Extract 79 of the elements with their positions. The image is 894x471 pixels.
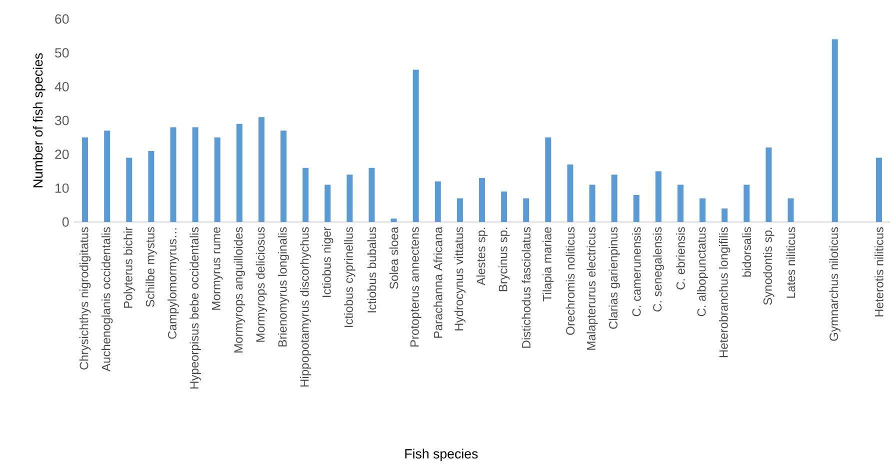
x-tick-label: Malapterurus electricus bbox=[586, 227, 598, 350]
x-tick-label: Solea sloea bbox=[389, 226, 398, 289]
x-tick-label: C. ebriensis bbox=[676, 227, 685, 290]
bar bbox=[82, 137, 88, 222]
y-axis-title: Number of fish species bbox=[32, 53, 46, 188]
x-tick-label: Schilbe mystus bbox=[146, 227, 157, 307]
x-tick-label: Ictiobus bubalus bbox=[367, 227, 376, 312]
bar bbox=[545, 137, 552, 222]
y-tick-label: 10 bbox=[55, 183, 69, 193]
y-tick-label: 30 bbox=[54, 116, 69, 126]
x-tick-label: Auchenoglanis occidentalis bbox=[101, 227, 113, 372]
x-tick-label: Mormyrops anguilloides bbox=[234, 227, 245, 352]
x-tick-label: Brycinus sp. bbox=[498, 228, 510, 292]
y-tick-label: 50 bbox=[55, 48, 69, 58]
x-tick-label: Ictiobus niger bbox=[322, 226, 334, 297]
bar bbox=[766, 148, 772, 222]
bar bbox=[589, 184, 596, 222]
x-tick-label: Distichodus fasciolatus bbox=[522, 227, 531, 348]
x-tick-label: Hydrocynus vittatus bbox=[454, 227, 466, 330]
x-tick-label: Chrysichthys nigrodigitatus bbox=[79, 227, 91, 370]
bar bbox=[479, 178, 485, 222]
x-tick-label: Gymnarchus niloticus bbox=[829, 227, 840, 341]
bar bbox=[192, 127, 198, 222]
bar bbox=[390, 218, 397, 222]
x-tick-label: Heterotis niliticus bbox=[874, 227, 884, 316]
bar bbox=[170, 127, 176, 222]
bar bbox=[258, 117, 264, 222]
x-tick-label: Hippopotamyrus discorhychus bbox=[300, 227, 312, 386]
x-tick-label: Lates niliticus bbox=[786, 227, 796, 298]
x-axis-title: Fish species bbox=[405, 448, 478, 462]
bar bbox=[722, 208, 728, 222]
bar bbox=[611, 174, 618, 222]
bar bbox=[567, 164, 574, 222]
bar bbox=[104, 130, 110, 222]
y-tick-label: 60 bbox=[55, 14, 69, 24]
bar bbox=[214, 137, 220, 222]
x-tick-label: Heterobranchus longifilis bbox=[718, 227, 730, 358]
bar bbox=[788, 198, 794, 222]
bar bbox=[832, 39, 838, 222]
x-tick-label: Parachanna Africana bbox=[433, 226, 442, 338]
bar bbox=[523, 198, 530, 222]
bar bbox=[126, 158, 132, 222]
x-tick-label: Hypeorpisus bebe occidentalis bbox=[190, 227, 201, 388]
x-tick-label: Protopterus annectens bbox=[410, 227, 422, 346]
y-tick-label: 0 bbox=[62, 217, 69, 227]
bar bbox=[280, 130, 287, 222]
x-tick-label: Ictiobus cyprinellus bbox=[344, 227, 356, 327]
x-tick-label: Brienomyrus longinalis bbox=[278, 227, 290, 346]
x-tick-label: Mormyrus rume bbox=[212, 227, 223, 310]
x-tick-label: C. camerunensis bbox=[632, 227, 641, 316]
y-tick-label: 40 bbox=[54, 82, 69, 92]
bar bbox=[744, 184, 750, 222]
bar bbox=[456, 198, 463, 222]
bar bbox=[501, 192, 508, 222]
bar bbox=[700, 198, 706, 222]
bar bbox=[655, 171, 662, 222]
bar bbox=[633, 194, 640, 222]
y-tick-label: 20 bbox=[55, 150, 69, 160]
x-tick-label: Alestes sp. bbox=[476, 228, 488, 286]
bar bbox=[412, 70, 419, 222]
x-tick-label: C. senegalensis bbox=[652, 227, 664, 312]
bar bbox=[368, 168, 375, 222]
bar bbox=[148, 150, 154, 222]
x-tick-label: Clarias garienpinus bbox=[608, 227, 620, 329]
x-tick-label: C. albopunctatus bbox=[696, 227, 708, 316]
bar bbox=[677, 184, 684, 222]
x-tick-label: Polyterus bichir bbox=[124, 226, 135, 308]
x-tick-label: bidorsalis bbox=[742, 227, 752, 277]
x-tick-label: Campylomormyrus… bbox=[168, 228, 179, 339]
x-tick-label: Synodontis sp. bbox=[763, 228, 774, 305]
bar bbox=[302, 168, 309, 222]
x-tick-label: Tilapia mariae bbox=[542, 227, 554, 302]
bar bbox=[324, 184, 331, 222]
bar bbox=[236, 124, 242, 222]
bar bbox=[346, 174, 353, 222]
x-tick-label: Mormyrops deliciosus bbox=[256, 227, 268, 342]
bar bbox=[876, 158, 882, 222]
x-tick-label: Orechromis noliticus bbox=[566, 227, 575, 335]
bar bbox=[434, 181, 441, 222]
